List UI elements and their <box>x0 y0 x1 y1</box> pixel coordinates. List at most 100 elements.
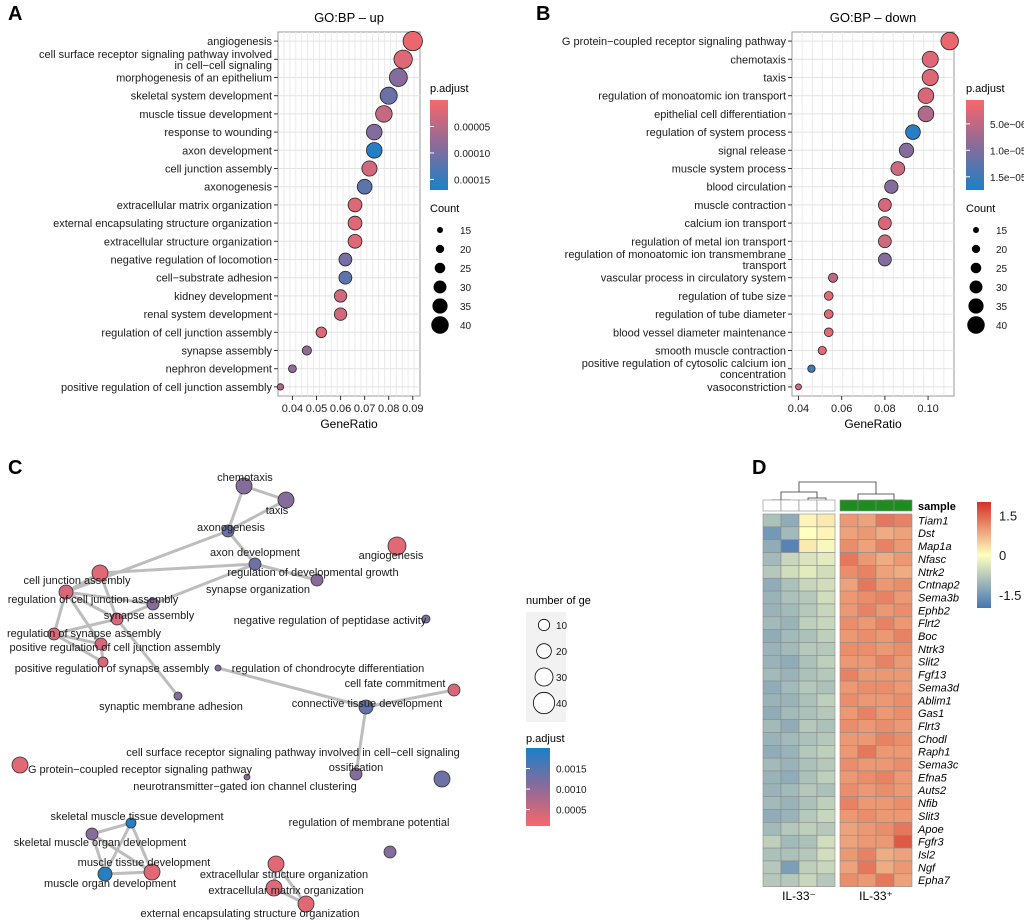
heatmap-cell <box>857 680 877 695</box>
color-legend-label: 0.00010 <box>454 149 491 160</box>
heatmap-cell <box>875 642 895 656</box>
y-tick-label: response to wounding <box>164 127 272 139</box>
dendrogram-branch <box>798 481 877 494</box>
y-tick-label: axonogenesis <box>204 182 272 194</box>
heatmap-cell <box>798 603 818 618</box>
heatmap-cell <box>893 757 913 772</box>
network-edge <box>64 590 155 606</box>
heatmap-cell <box>857 796 877 810</box>
network-edge <box>90 832 154 874</box>
heatmap-cell <box>780 744 800 759</box>
heatmap-cell <box>839 834 859 849</box>
heatmap-cell <box>762 847 782 862</box>
heatmap-cell <box>839 744 859 759</box>
y-tick-label: signal release <box>718 145 786 157</box>
heatmap-cell <box>893 642 913 656</box>
size-legend-dot <box>973 227 979 233</box>
row-label: Boc <box>918 631 937 643</box>
heatmap-cell <box>857 577 877 592</box>
heatmap-color-label: 0 <box>999 548 1006 563</box>
heatmap-cell <box>816 719 836 733</box>
network-node-label: axon development <box>210 547 300 559</box>
heatmap-cell <box>857 513 877 528</box>
heatmap-cell <box>839 565 859 579</box>
heatmap-cell <box>780 783 800 797</box>
heatmap-cell <box>798 796 818 810</box>
size-legend-dot <box>971 244 981 254</box>
network-node <box>214 664 222 672</box>
heatmap-cell <box>816 873 836 887</box>
network-edge <box>52 617 119 636</box>
x-tick-label: 0.07 <box>354 403 375 415</box>
heatmap-cell <box>780 680 800 695</box>
heatmap-cell <box>857 770 877 785</box>
color-legend-label: 1.0e−05 <box>990 146 1024 157</box>
heatmap-cell <box>816 834 836 849</box>
heatmap-cell <box>893 732 913 746</box>
heatmap-cell <box>798 565 818 579</box>
data-point <box>817 345 827 356</box>
heatmap-cell <box>875 526 895 540</box>
annotation-title: sample <box>918 501 956 513</box>
y-tick-label: regulation of tube size <box>678 291 786 303</box>
heatmap-cell <box>762 590 782 605</box>
heatmap-cell <box>875 680 895 695</box>
y-tick-label: angiogenesis <box>207 36 272 48</box>
data-point <box>921 50 939 68</box>
network-node-label: synapse assembly <box>104 610 195 622</box>
heatmap-cell <box>816 757 836 772</box>
heatmap-cell <box>780 590 800 605</box>
heatmap-cell <box>839 757 859 772</box>
network-node-label: synapse organization <box>206 584 310 596</box>
heatmap-cell <box>798 706 818 720</box>
network-node <box>11 756 29 774</box>
network-node <box>421 614 431 624</box>
heatmap-cell <box>762 822 782 836</box>
network-node-label: regulation of synapse assembly <box>7 628 162 640</box>
network-node-label: cell surface receptor signaling pathway … <box>126 747 460 759</box>
heatmap-cell <box>798 822 818 836</box>
heatmap-cell <box>839 783 859 797</box>
network-node-label: G protein−coupled receptor signaling pat… <box>28 764 253 776</box>
size-legend-title: Count <box>966 203 995 215</box>
heatmap-cell <box>780 526 800 540</box>
chart-title: GO:BP – down <box>830 10 916 25</box>
heatmap-cell <box>762 655 782 669</box>
network-node <box>125 817 137 829</box>
heatmap-cell <box>893 693 913 708</box>
y-tick-label: vascular process in circulatory system <box>601 273 786 285</box>
data-point <box>379 86 398 105</box>
heatmap-cell <box>875 873 895 887</box>
heatmap-cell <box>893 577 913 592</box>
heatmap-cell <box>875 732 895 746</box>
heatmap-cell <box>857 539 877 553</box>
size-legend-circle <box>537 618 551 632</box>
heatmap-cell <box>798 732 818 746</box>
data-point <box>366 123 383 141</box>
heatmap-cell <box>875 616 895 630</box>
data-point <box>940 31 959 51</box>
panel-label-b: B <box>536 3 550 25</box>
row-label: Nfib <box>918 798 938 810</box>
heatmap-cell <box>857 783 877 797</box>
y-tick-label: blood vessel diameter maintenance <box>613 327 786 339</box>
heatmap-cell <box>762 783 782 797</box>
heatmap-cell <box>762 629 782 643</box>
color-legend-title: p.adjust <box>966 83 1005 95</box>
data-point <box>878 198 892 212</box>
group-label: IL-33⁺ <box>859 889 893 903</box>
heatmap-cell <box>780 565 800 579</box>
row-label: Slit2 <box>918 657 939 669</box>
heatmap-cell <box>875 577 895 592</box>
size-legend-dot <box>968 298 984 314</box>
heatmap-cell <box>857 732 877 746</box>
row-label: Slit3 <box>918 811 940 823</box>
network-node-label: neurotransmitter−gated ion channel clust… <box>133 781 357 793</box>
heatmap-cell <box>875 847 895 862</box>
heatmap-cell <box>816 706 836 720</box>
y-tick-label: muscle system process <box>672 164 787 176</box>
data-point <box>823 291 834 301</box>
heatmap-cell <box>798 847 818 862</box>
network-node <box>221 524 235 538</box>
size-legend-label: 40 <box>460 321 472 332</box>
